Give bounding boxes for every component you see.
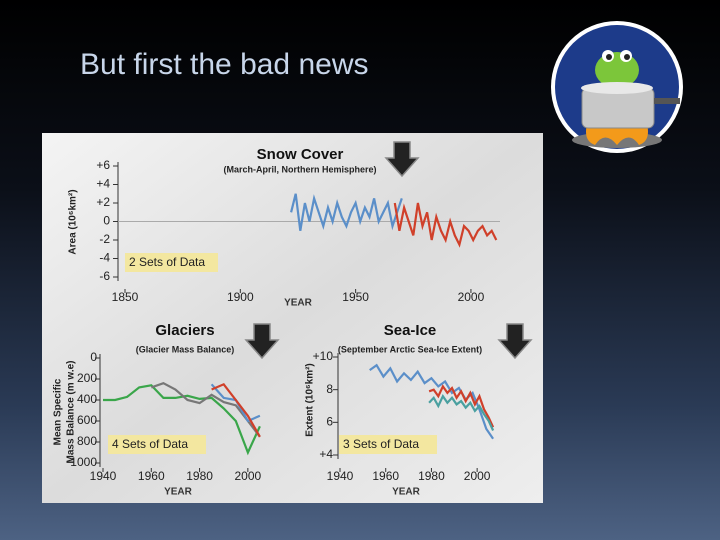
y-tick-label: -4 [99,251,110,265]
x-tick-label: 1980 [418,469,445,483]
y-tick-label: 400 [77,392,97,406]
x-tick-label: 1980 [186,469,213,483]
chart-subtitle: (September Arctic Sea-Ice Extent) [338,344,482,354]
y-tick-label: 600 [77,413,97,427]
arrow [244,141,533,360]
x-axis-label: YEAR [284,298,313,309]
annotation-box [108,435,206,454]
data-line [428,384,495,428]
x-tick-label: 1940 [90,469,117,483]
data-line [290,193,403,231]
x-axis-label: YEAR [164,487,193,498]
y-tick-label: 1000 [70,455,97,469]
y-tick-label: +4 [96,177,110,191]
annotation-box [339,435,437,454]
annotation: 3 Sets of Data [343,437,419,451]
chart-subtitle: (March-April, Northern Hemisphere) [223,164,376,174]
chart-title: Snow Cover [257,146,344,163]
x-tick-label: 2000 [458,290,485,304]
y-axis-label: Mean Specific [53,378,64,445]
chart-subtitle: (Glacier Mass Balance) [136,344,235,354]
y-axis-label: Area (10⁶km²) [68,189,79,254]
y-tick-label: 800 [77,434,97,448]
x-tick-label: 1960 [372,469,399,483]
chart-title: Glaciers [155,322,214,339]
y-axis-label: Mass Balance (m w.e) [66,360,77,463]
x-tick-label: 1960 [138,469,165,483]
annotation-box [125,253,218,272]
y-tick-label: 8 [326,382,333,396]
slide-title: But first the bad news [80,48,369,81]
data-line [211,382,261,438]
y-tick-label: +10 [313,349,334,363]
y-tick-label: 200 [77,371,97,385]
data-line [103,384,261,456]
y-tick-label: 0 [90,350,97,364]
y-tick-label: 0 [103,214,110,228]
data-line [369,363,495,440]
frog-icon [551,21,683,153]
annotation: 2 Sets of Data [129,255,205,269]
x-tick-label: 1940 [327,469,354,483]
x-tick-label: 1900 [227,290,254,304]
y-axis-label: Extent (10⁶km²) [305,363,316,437]
y-tick-label: -2 [99,232,110,246]
data-line [428,394,495,431]
x-tick-label: 1950 [342,290,369,304]
y-tick-label: +4 [319,447,333,461]
x-tick-label: 2000 [235,469,262,483]
x-tick-label: 2000 [464,469,491,483]
y-tick-label: -6 [99,269,110,283]
chart-title: Sea-Ice [384,322,437,339]
data-line [393,202,498,248]
data-line [150,382,261,438]
y-tick-label: +6 [96,158,110,172]
x-axis-label: YEAR [392,487,421,498]
x-tick-label: 1850 [112,290,139,304]
y-tick-label: +2 [96,195,110,209]
annotation: 4 Sets of Data [112,437,188,451]
y-tick-label: 6 [326,415,333,429]
